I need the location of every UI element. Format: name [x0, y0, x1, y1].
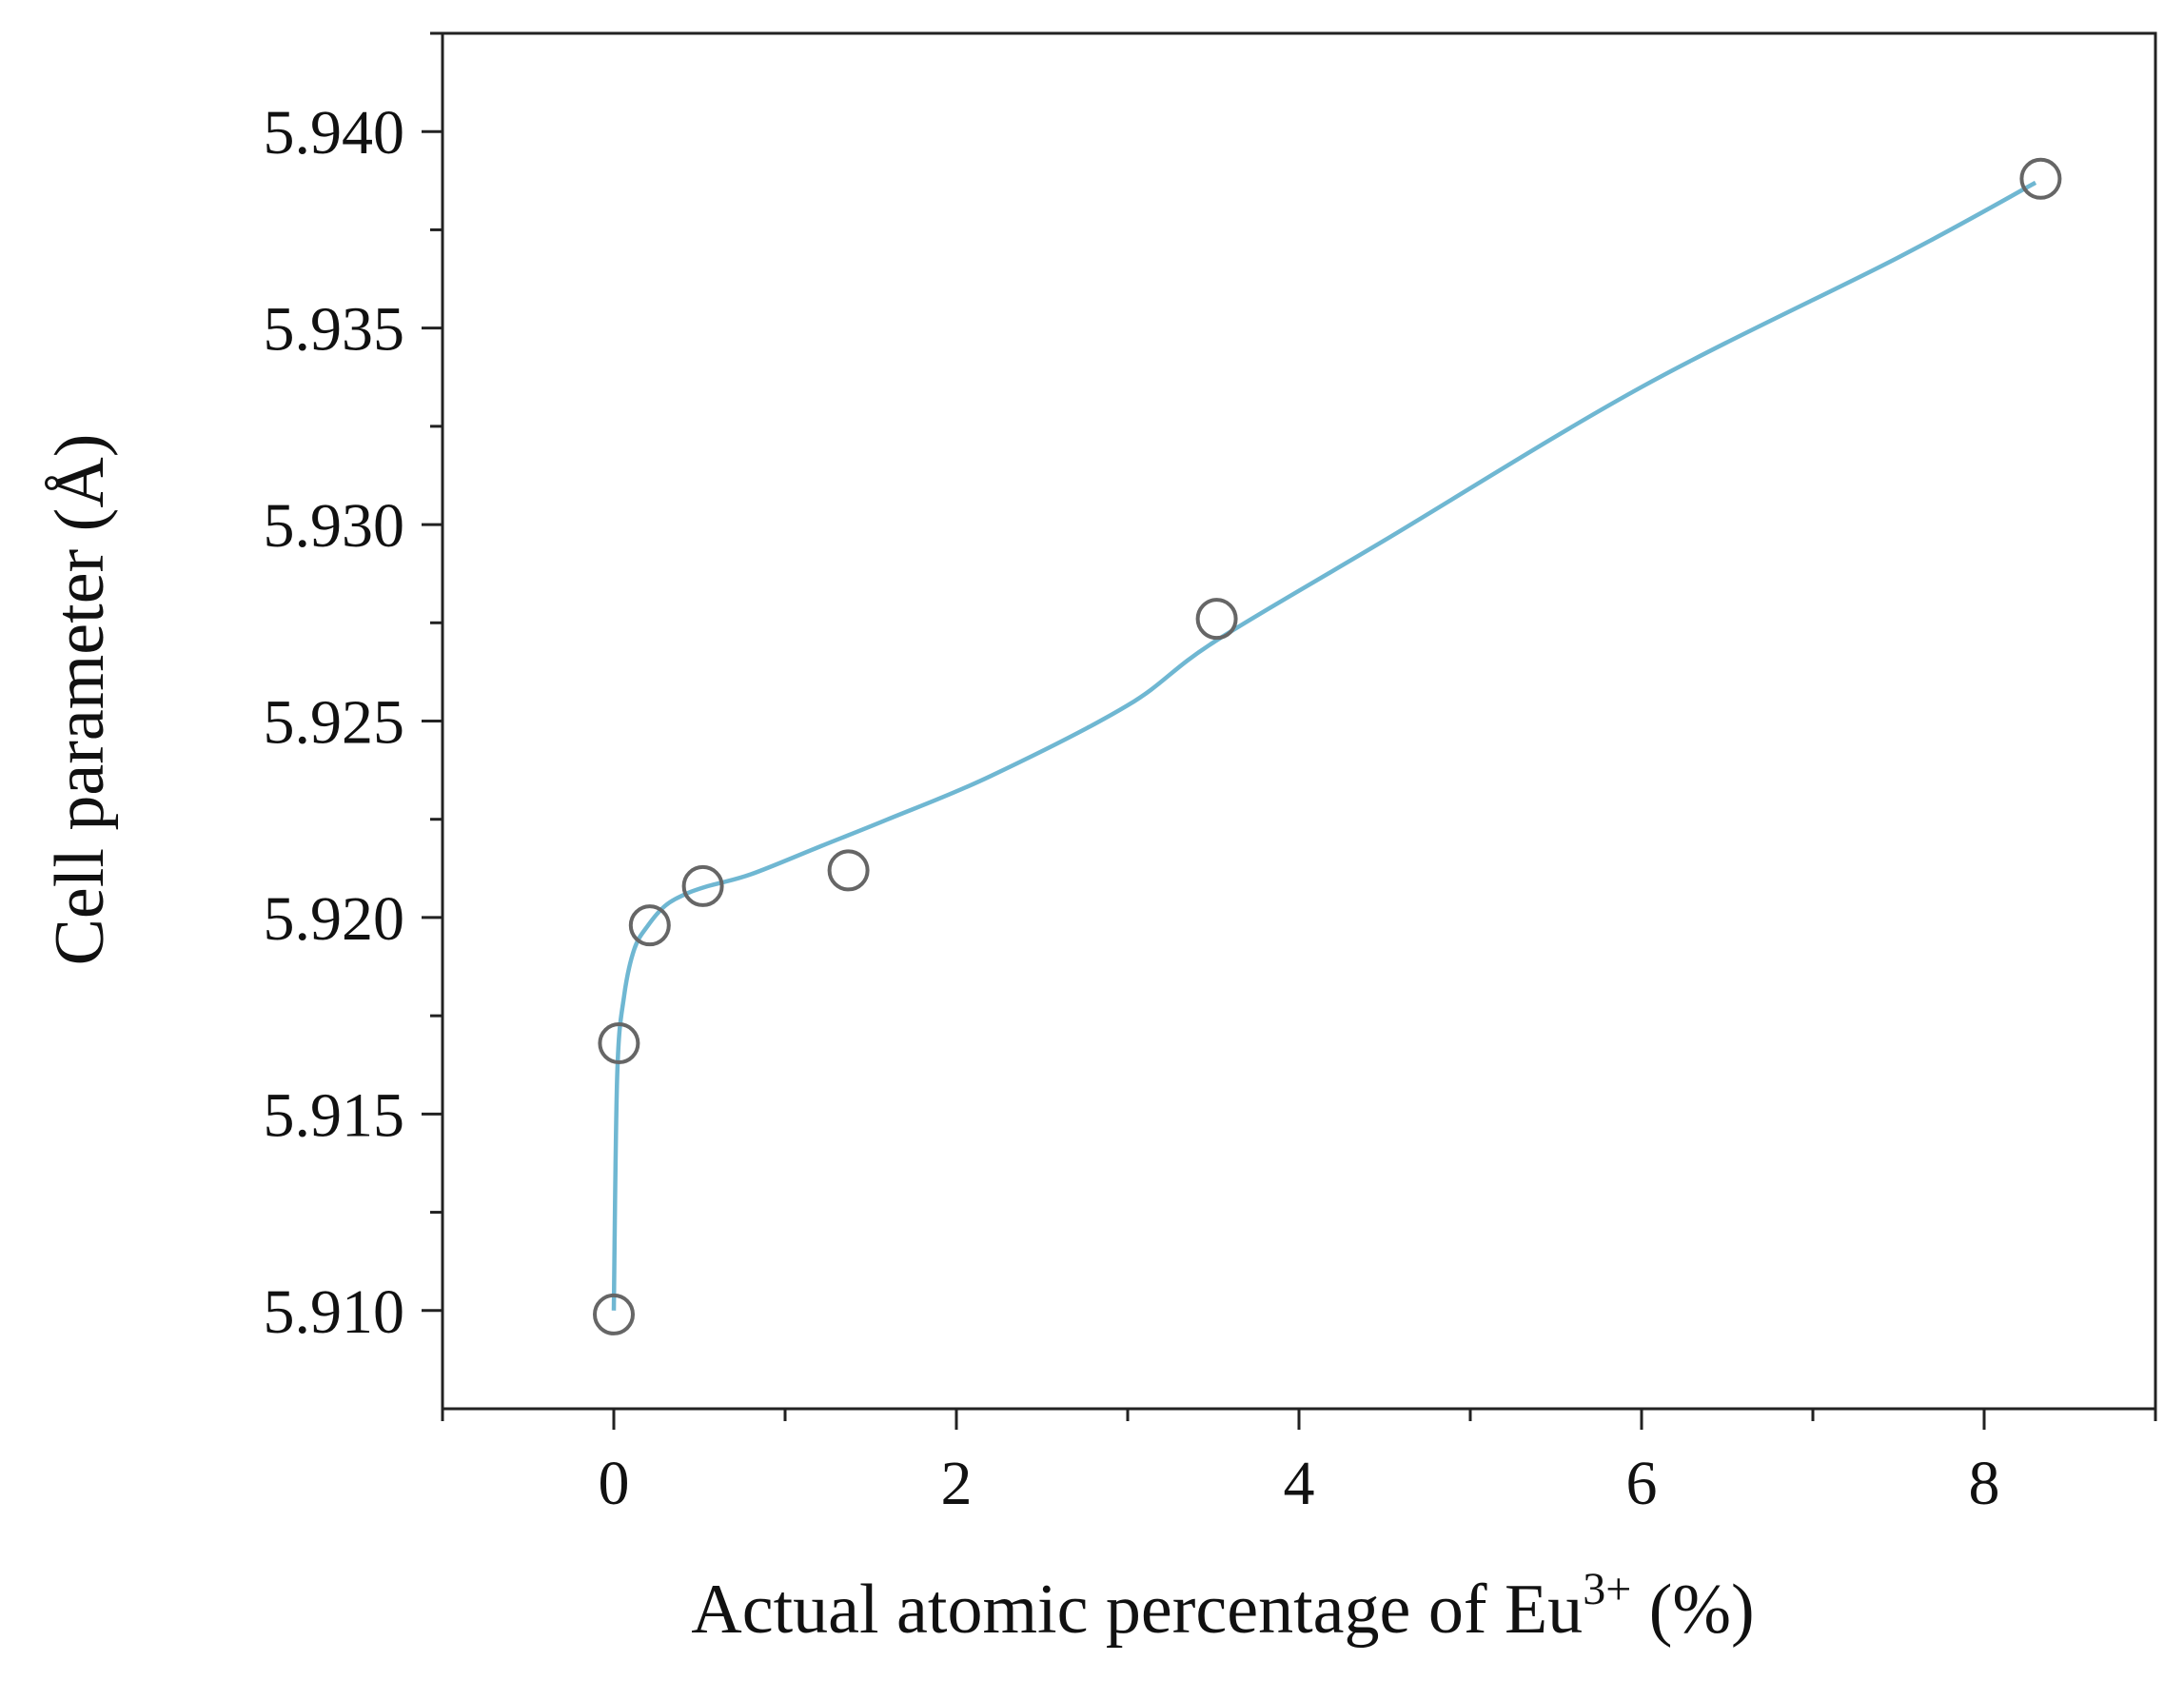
y-tick-label: 5.940 — [264, 98, 405, 168]
fit-curve — [611, 180, 2037, 1311]
x-axis-title: Actual atomic percentage of Eu3+ (%) — [691, 1564, 1754, 1649]
x-tick-label: 0 — [599, 1449, 630, 1518]
x-tick-label: 8 — [1969, 1449, 2000, 1518]
y-tick-label: 5.920 — [264, 884, 405, 954]
plot-series — [593, 157, 2062, 1335]
y-tick-label: 5.910 — [264, 1277, 405, 1347]
data-point — [681, 864, 724, 907]
y-tick-label: 5.925 — [264, 688, 405, 758]
data-point — [628, 904, 671, 947]
tick-marks — [422, 31, 2157, 1430]
data-point — [827, 849, 870, 892]
y-axis-title: Cell parameter (Å) — [41, 434, 119, 966]
data-point — [2019, 157, 2062, 200]
axes-frame — [441, 31, 2157, 1411]
x-tick-label: 2 — [941, 1449, 973, 1518]
data-point — [593, 1293, 635, 1335]
tick-labels: 0 2 4 6 8 5.910 5.915 5.920 5.925 5.930 5.935 5.940 — [264, 98, 2000, 1518]
y-tick-label: 5.935 — [264, 295, 405, 365]
data-point — [1195, 598, 1238, 641]
y-tick-label: 5.915 — [264, 1080, 405, 1150]
plot-frame — [441, 31, 2157, 1411]
y-tick-label: 5.930 — [264, 491, 405, 561]
data-point — [598, 1022, 640, 1065]
x-tick-label: 6 — [1626, 1449, 1658, 1518]
x-tick-label: 4 — [1284, 1449, 1315, 1518]
